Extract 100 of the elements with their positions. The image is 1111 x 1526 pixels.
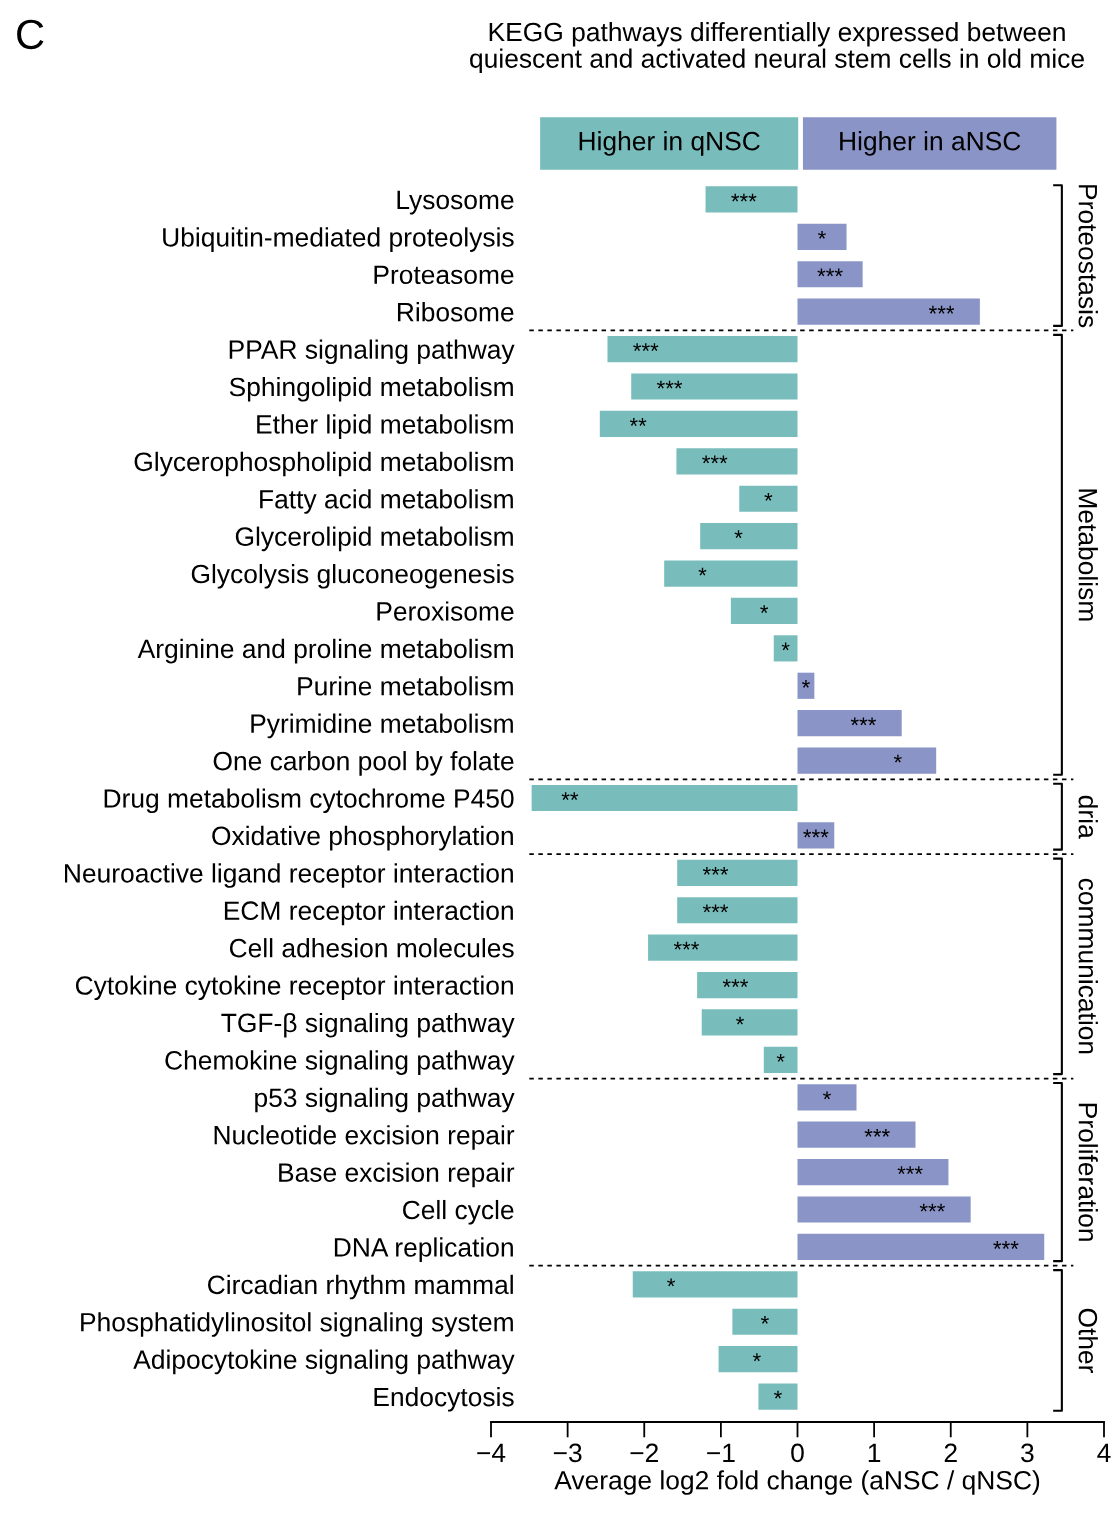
data-label: *: [776, 1054, 785, 1062]
data-label: *: [823, 1091, 831, 1100]
y-tick-label: Proteasome: [374, 265, 514, 285]
y-tick-label: Lysosome: [397, 190, 514, 215]
bar: [797, 298, 980, 325]
x-tick-label: −2: [630, 1443, 658, 1462]
data-label: ***: [817, 268, 843, 277]
bar: [531, 784, 798, 812]
y-tick-label: Cell adhesion molecules: [229, 938, 514, 958]
text: Higher in aNSC: [840, 131, 1021, 156]
y-tick-label: Nucleotide excision repair: [214, 1125, 515, 1150]
annotation: Proliferation: [1078, 1103, 1098, 1241]
bar: [797, 1084, 857, 1111]
y-tick-label: Drug metabolism cytochrome P450: [104, 788, 514, 814]
bar: [797, 747, 937, 774]
data-label: *: [752, 1353, 761, 1362]
bar: [701, 1009, 798, 1036]
x-tick-label: −1: [707, 1443, 735, 1462]
data-label: ***: [850, 717, 877, 726]
data-label: ***: [656, 380, 683, 389]
bar: [599, 410, 798, 437]
bar: [632, 1271, 798, 1298]
y-tick-label: Phosphatidylinositol signaling system: [81, 1312, 513, 1337]
data-label: *: [893, 754, 902, 763]
y-tick-label: Glycolysis gluconeogenesis: [191, 563, 514, 589]
y-tick-label: Adipocytokine signaling pathway: [133, 1349, 515, 1375]
bar: [648, 934, 798, 961]
data-label: ***: [633, 343, 659, 352]
y-tick-label: Circadian rhythm mammal: [208, 1274, 513, 1300]
x-tick-label: −3: [553, 1443, 582, 1463]
annotation: Metabolism: [1078, 489, 1098, 621]
bar: [607, 335, 798, 363]
x-tick-label: 4: [1097, 1443, 1111, 1462]
bar: [773, 635, 798, 662]
y-tick-label: Cell cycle: [403, 1199, 514, 1225]
y-tick-label: Oxidative phosphorylation: [212, 825, 513, 851]
data-label: ***: [803, 829, 829, 838]
x-tick-label: 1: [868, 1443, 881, 1462]
y-tick-label: Neuroactive ligand receptor interaction: [65, 863, 513, 888]
bar: [758, 1383, 798, 1410]
data-label: ***: [928, 305, 955, 314]
annotation: dria: [1078, 795, 1098, 839]
data-label: *: [760, 1315, 769, 1324]
bar: [677, 859, 798, 886]
data-label: *: [760, 605, 769, 613]
y-tick-label: Glycerolipid metabolism: [235, 526, 513, 552]
data-label: *: [801, 679, 810, 688]
y-tick-label: Peroxisome: [377, 601, 514, 621]
y-tick-label: Ribosome: [397, 302, 514, 322]
data-label: **: [629, 418, 647, 426]
bar: [732, 1308, 798, 1335]
data-label: **: [561, 792, 579, 801]
data-label: ***: [864, 1128, 890, 1137]
y-tick-label: Sphingolipid metabolism: [229, 376, 513, 402]
bar: [631, 373, 798, 400]
data-label: *: [667, 1278, 676, 1287]
y-tick-label: p53 signaling pathway: [255, 1087, 515, 1113]
bar: [677, 897, 798, 924]
bar: [797, 1233, 1045, 1261]
bar: [797, 1196, 971, 1223]
text: C: [17, 19, 44, 50]
y-tick-label: PPAR signaling pathway: [229, 339, 515, 365]
y-tick-label: ECM receptor interaction: [224, 900, 513, 926]
data-label: ***: [993, 1241, 1019, 1249]
x-axis-title: Average log2 fold change (aNSC / qNSC): [554, 1470, 1040, 1495]
bar: [718, 1346, 798, 1373]
data-label: ***: [897, 1166, 923, 1175]
bar: [676, 448, 798, 475]
x-tick-label: −4: [477, 1443, 506, 1462]
bar: [664, 560, 798, 587]
data-label: ***: [702, 904, 729, 913]
bar: [705, 186, 798, 213]
y-tick-label: Arginine and proline metabolism: [137, 638, 513, 664]
bar: [797, 1121, 916, 1148]
data-label: ***: [731, 193, 757, 202]
bar: [797, 822, 835, 849]
chart-title: KEGG pathways differentially expressed between quiescent and activated neural stem cells in old mice: [470, 22, 1084, 74]
data-label: ***: [673, 941, 700, 950]
y-tick-label: Pyrimidine metabolism: [251, 713, 513, 739]
data-label: *: [764, 492, 773, 501]
bar: [730, 597, 798, 625]
bar: [797, 1159, 949, 1186]
annotation: communication: [1078, 878, 1098, 1054]
data-label: *: [734, 530, 743, 539]
bar: [700, 523, 798, 550]
x-tick-label: 0: [791, 1443, 804, 1463]
y-tick-label: Purine metabolism: [298, 676, 513, 696]
text: Higher in qNSC: [579, 131, 760, 156]
data-label: *: [781, 642, 790, 651]
data-label: *: [773, 1390, 782, 1399]
bar: [739, 485, 798, 512]
data-label: *: [736, 1016, 745, 1025]
data-label: ***: [702, 455, 728, 464]
data-label: ***: [722, 979, 749, 988]
annotation: Other: [1078, 1308, 1098, 1374]
bar: [797, 261, 863, 288]
bar: [797, 223, 847, 250]
annotation: Proteostasis: [1078, 185, 1098, 328]
y-tick-label: Glycerophospholipid metabolism: [134, 451, 513, 477]
data-label: *: [818, 231, 826, 239]
